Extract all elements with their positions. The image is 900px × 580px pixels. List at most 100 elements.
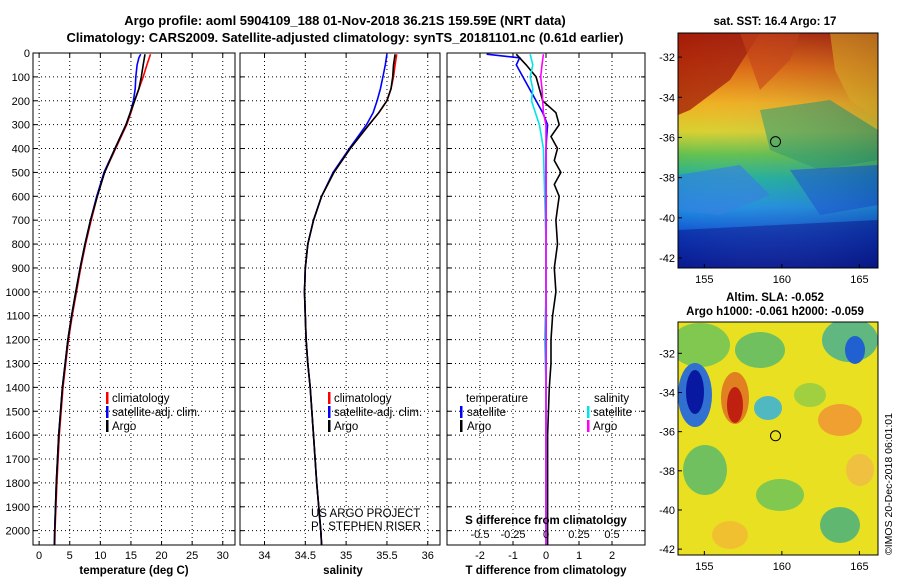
salinity-axis-label: salinity	[323, 565, 363, 577]
map-x-tick-label: 155	[695, 561, 713, 573]
legend-marker-t-argo	[460, 420, 463, 432]
x-tick-label: 35	[340, 550, 352, 562]
legend-marker-argo	[328, 420, 331, 432]
x-tick-label: 36	[422, 550, 434, 562]
x-tick-label: 35.5	[376, 550, 397, 562]
series-line-satellite-adj-clim-	[303, 54, 388, 546]
s-tick-label: -0.25	[500, 529, 525, 541]
temperature-panel: 0 5 10 15 20 25 30	[32, 52, 236, 562]
depth-tick-label: 1000	[6, 287, 30, 299]
map-y-tick-label: -34	[659, 92, 675, 104]
depth-tick-label: 300	[12, 120, 30, 132]
s-diff-axis-label: S difference from climatology	[465, 515, 627, 527]
x-tick-label: 5	[67, 550, 73, 562]
x-tick-label: 10	[94, 550, 106, 562]
x-tick-label: 15	[125, 550, 137, 562]
legend-marker-s-satellite	[587, 406, 590, 418]
sst-map-frame	[677, 32, 879, 269]
depth-tick-label: 100	[12, 72, 30, 84]
depth-tick-label: 0	[24, 48, 30, 60]
legend-label-climatology: climatology	[112, 393, 170, 405]
grid	[33, 52, 235, 545]
series-line-satellite-adj-clim-	[53, 53, 142, 546]
difference-panel: -2 -1 0 1 2	[446, 52, 646, 562]
temperature-axis-label: temperature (deg C)	[79, 565, 188, 577]
legend-title-salinity: salinity	[594, 393, 629, 405]
salinity-panel: 34 34.5 35 35.5 36	[239, 52, 441, 562]
series-line-climatology	[53, 53, 152, 546]
legend-label-s-argo: Argo	[593, 421, 617, 433]
x-tick-label: 20	[155, 550, 167, 562]
legend-marker-s-argo	[587, 420, 590, 432]
series-line-s-satellite	[529, 54, 547, 545]
sla-map-frame	[677, 321, 879, 556]
depth-tick-label: 400	[12, 144, 30, 156]
imos-credit: ©IMOS 20-Dec-2018 06:01:01	[883, 413, 895, 555]
depth-tick-label: 1900	[6, 502, 30, 514]
depth-tick-label: 500	[12, 167, 30, 179]
map-y-tick-label: -40	[659, 213, 675, 225]
depth-tick-label: 1400	[6, 382, 30, 394]
depth-tick-label: 600	[12, 191, 30, 203]
depth-tick-label: 200	[12, 96, 30, 108]
series-line-s-argo	[539, 54, 547, 545]
series-line-climatology	[303, 54, 398, 546]
map-y-tick-label: -42	[659, 544, 675, 556]
legend-marker-climatology	[328, 392, 331, 404]
map-y-tick-label: -32	[659, 348, 675, 360]
x-tick-label: 34	[258, 550, 270, 562]
temperature-legend: climatology satellite-adj. clim. Argo	[106, 392, 200, 433]
depth-tick-label: 1100	[6, 311, 30, 323]
legend-marker-satellite	[106, 406, 109, 418]
panel-frame	[32, 52, 236, 546]
x-tick-label: 0	[36, 550, 42, 562]
depth-tick-label: 700	[12, 215, 30, 227]
legend-label-argo: Argo	[334, 421, 358, 433]
legend-marker-t-satellite	[460, 406, 463, 418]
legend-marker-satellite	[328, 406, 331, 418]
legend-marker-argo	[106, 420, 109, 432]
map-y-tick-label: -38	[659, 173, 675, 185]
x-tick-label: 1	[576, 550, 582, 562]
legend-label-s-satellite: satellite	[593, 407, 632, 419]
map-y-tick-label: -36	[659, 427, 675, 439]
x-tick-label: 2	[609, 550, 615, 562]
s-diff-ticks: -0.5 -0.25 0 0.25 0.5	[471, 529, 620, 541]
sla-map-image	[678, 322, 878, 555]
map-x-tick-label: 160	[773, 274, 791, 286]
depth-tick-label: 800	[12, 239, 30, 251]
x-tick-label: 0	[543, 550, 549, 562]
sla-map-axes: 155 160 165 -32 -34 -36 -38 -40 -42	[659, 348, 868, 573]
grid	[240, 52, 440, 545]
project-annotation: US ARGO PROJECT	[311, 508, 420, 520]
legend-label-satellite: satellite-adj. clim.	[334, 407, 422, 419]
legend-label-argo: Argo	[112, 421, 136, 433]
map-x-tick-label: 155	[695, 274, 713, 286]
map-x-tick-label: 160	[773, 561, 791, 573]
sst-map-image	[678, 33, 878, 268]
map-y-tick-label: -36	[659, 132, 675, 144]
map-y-tick-label: -34	[659, 387, 675, 399]
x-tick-label: 30	[217, 550, 229, 562]
depth-tick-label: 1700	[6, 454, 30, 466]
argo-location-marker	[770, 136, 782, 148]
map-x-tick-label: 165	[850, 561, 868, 573]
depth-tick-label: 1500	[6, 406, 30, 418]
depth-tick-label: 2000	[6, 526, 30, 538]
s-tick-label: -0.5	[471, 529, 490, 541]
x-tick-label: -1	[508, 550, 518, 562]
series-line-t-argo	[515, 53, 562, 545]
depth-tick-label: 1800	[6, 478, 30, 490]
pi-annotation: PI: STEPHEN RISER	[311, 521, 421, 533]
map-x-tick-label: 165	[850, 274, 868, 286]
legend-marker-climatology	[106, 392, 109, 404]
sla-map-subtitle: Argo h1000: -0.061 h2000: -0.059	[686, 306, 864, 318]
legend-label-climatology: climatology	[334, 393, 392, 405]
panel-frame	[239, 52, 441, 546]
map-y-tick-label: -32	[659, 52, 675, 64]
title-line-2: Climatology: CARS2009. Satellite-adjuste…	[66, 30, 623, 45]
salinity-legend: climatology satellite-adj. clim. Argo	[328, 392, 422, 433]
panel-frame	[446, 52, 646, 546]
series-line-t-satellite	[486, 53, 549, 545]
s-tick-label: 0	[543, 529, 549, 541]
